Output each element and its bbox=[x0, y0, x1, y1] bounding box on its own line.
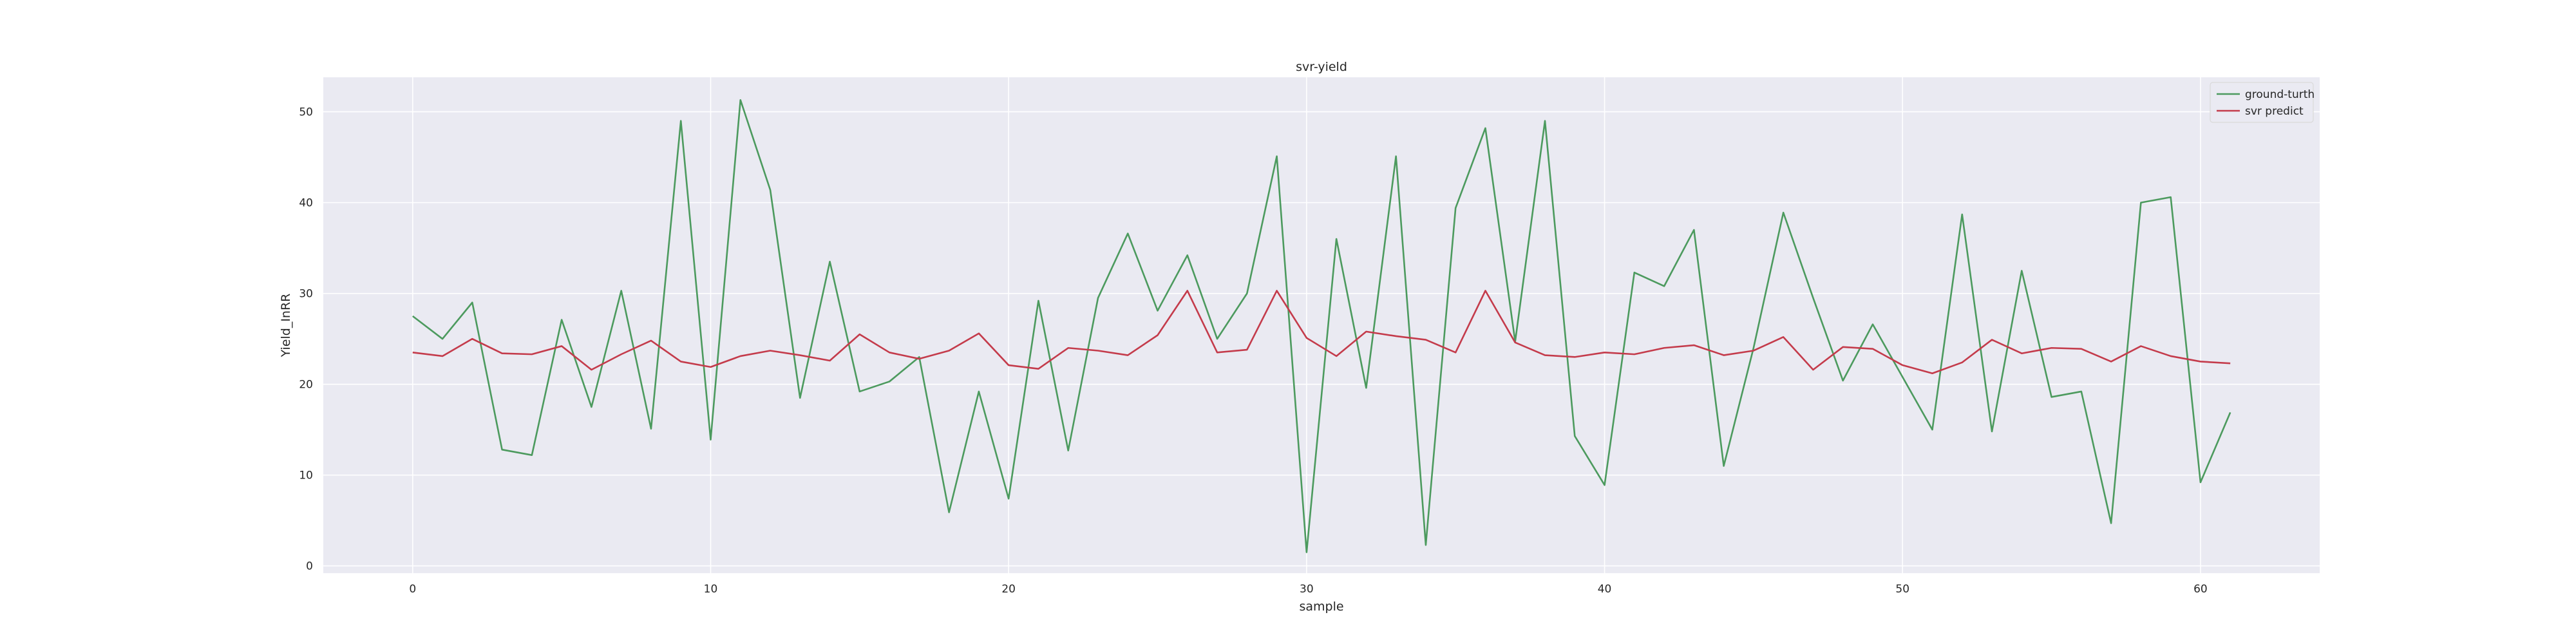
x-tick-label: 60 bbox=[2193, 583, 2208, 596]
grid-lines bbox=[323, 77, 2320, 573]
x-tick-label: 20 bbox=[1001, 583, 1016, 596]
x-tick-label: 0 bbox=[409, 583, 416, 596]
y-tick-label: 10 bbox=[299, 469, 313, 482]
series-line-svr-predict bbox=[412, 290, 2231, 375]
x-tick-label: 50 bbox=[1895, 583, 1909, 596]
legend-label-ground-turth: ground-turth bbox=[2245, 88, 2315, 101]
y-tick-label: 20 bbox=[299, 379, 313, 392]
series-layer bbox=[412, 99, 2231, 553]
legend: ground-turth svr predict bbox=[2210, 82, 2315, 123]
x-tick-label: 40 bbox=[1598, 583, 1612, 596]
x-axis-title: sample bbox=[1299, 600, 1343, 614]
x-tick-label: 10 bbox=[704, 583, 718, 596]
series-line-ground-turth bbox=[412, 99, 2231, 553]
legend-label-svr-predict: svr predict bbox=[2245, 105, 2304, 118]
y-tick-label: 0 bbox=[306, 560, 313, 573]
y-tick-label: 40 bbox=[299, 197, 313, 210]
chart-title: svr-yield bbox=[1296, 60, 1347, 74]
tick-labels: 0 10 20 30 40 50 60 0 10 20 30 40 50 bbox=[299, 106, 2207, 596]
y-axis-title: Yield_InRR bbox=[279, 294, 293, 358]
legend-box bbox=[2210, 82, 2314, 123]
plot-area bbox=[323, 77, 2320, 573]
y-tick-label: 50 bbox=[299, 106, 313, 119]
x-tick-label: 30 bbox=[1300, 583, 1314, 596]
y-tick-label: 30 bbox=[299, 288, 313, 301]
